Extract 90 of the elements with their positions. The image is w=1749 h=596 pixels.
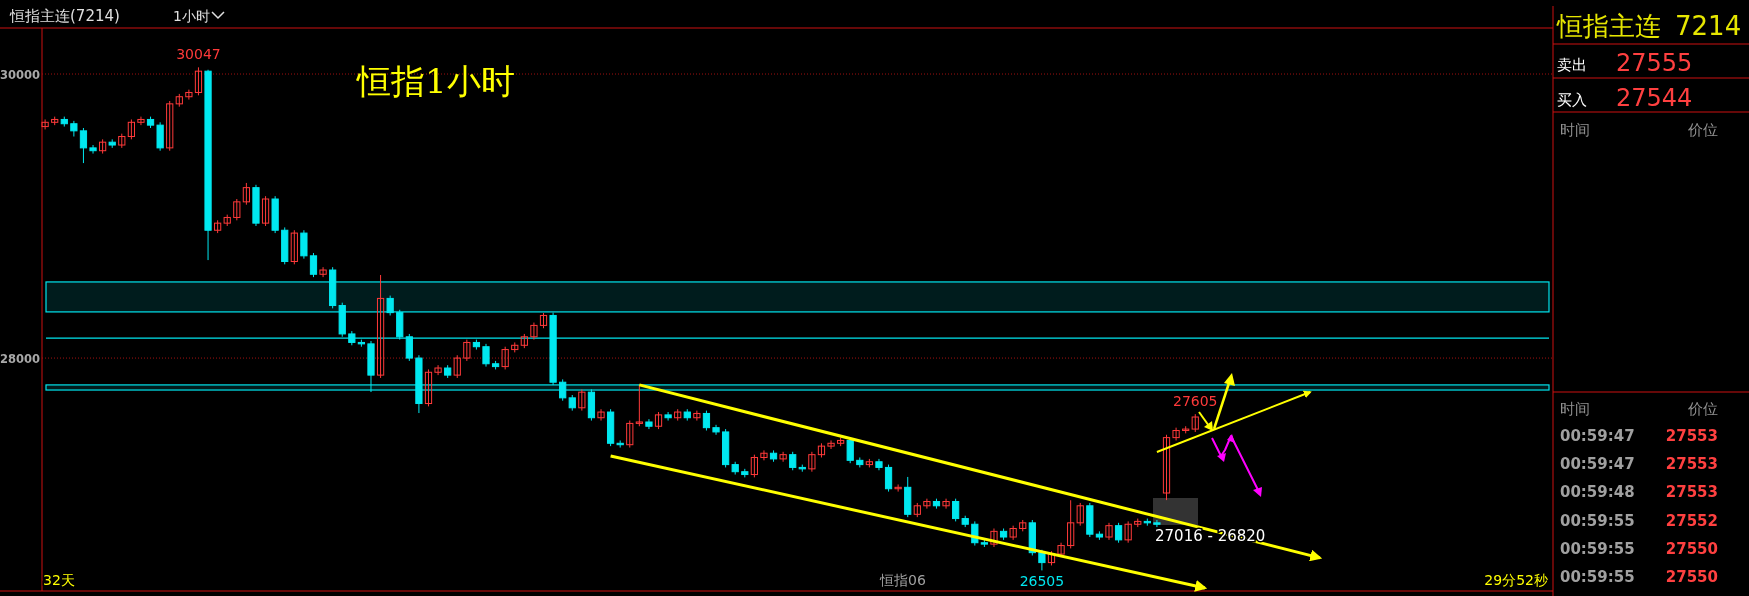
text: 恒指主连 [1557, 11, 1661, 41]
annotation: 26505 [1019, 573, 1065, 590]
text: 价位 [1687, 121, 1718, 139]
candlestick [376, 274, 385, 379]
annotation: 30047 [176, 46, 221, 63]
candlestick [41, 118, 49, 130]
y-tick-label: 28000 [0, 352, 40, 367]
candlestick [990, 528, 998, 548]
annotation: 27605 [1172, 393, 1218, 410]
candlestick [290, 229, 298, 265]
candlestick [1162, 434, 1171, 501]
candlestick [1057, 542, 1065, 558]
candlestick [386, 295, 394, 316]
candlestick [530, 322, 538, 341]
candlestick [309, 252, 318, 278]
candlestick [424, 368, 433, 407]
text: 27544 [1616, 84, 1693, 112]
candlestick [1076, 502, 1084, 527]
candlestick [894, 483, 902, 493]
candlestick [923, 498, 931, 510]
text: 恒指1小时 [356, 61, 515, 101]
candlestick [300, 229, 308, 260]
chart-subtitle: 恒指主连(7214) [9, 7, 120, 25]
text: 27552 [1665, 512, 1718, 530]
candlestick [463, 339, 471, 362]
candlestick [1172, 427, 1180, 441]
y-tick-label: 30000 [0, 68, 40, 83]
candlestick [827, 439, 835, 450]
text: 00:59:48 [1560, 483, 1635, 501]
candlestick [750, 454, 758, 478]
candlestick [635, 384, 643, 427]
text: 27553 [1665, 427, 1718, 445]
candlestick [453, 354, 461, 379]
text: 00:59:55 [1560, 540, 1635, 558]
candlestick [559, 378, 567, 402]
candlestick [194, 66, 203, 96]
candlestick [261, 195, 270, 227]
candlestick [597, 408, 605, 422]
text: 27550 [1665, 540, 1718, 558]
candlestick [99, 138, 107, 155]
text: 卖出 [1557, 56, 1587, 74]
text: 买入 [1557, 91, 1587, 109]
candlestick [127, 118, 135, 140]
text: 00:59:47 [1560, 455, 1635, 473]
text: 时间 [1560, 121, 1590, 139]
text: 00:59:55 [1560, 512, 1635, 530]
candlestick [79, 127, 88, 164]
candlestick [1124, 520, 1132, 544]
candlestick [942, 498, 950, 510]
candlestick [1105, 522, 1113, 541]
candlestick [242, 182, 250, 206]
candlestick [952, 498, 960, 522]
candlestick [779, 451, 787, 463]
candlestick [884, 464, 893, 493]
text: 00:59:55 [1560, 568, 1635, 586]
candlestick [702, 410, 711, 432]
candlestick [70, 120, 78, 138]
candlestick [89, 144, 97, 155]
candlestick [808, 451, 816, 473]
candlestick [319, 266, 327, 278]
candlestick [789, 451, 797, 471]
annotation: 恒指06 [879, 572, 926, 588]
text: 27555 [1616, 49, 1693, 77]
text: 27550 [1665, 568, 1718, 586]
candlestick [578, 388, 586, 412]
annotation: 29分52秒 [1484, 572, 1548, 588]
candlestick [760, 449, 768, 461]
candlestick [1067, 499, 1075, 549]
candlestick [482, 343, 490, 368]
candlestick [156, 121, 164, 152]
candlestick [626, 420, 634, 449]
text: 1小时 [173, 8, 210, 24]
candlestick [1114, 522, 1123, 544]
candlestick [434, 364, 442, 376]
candlestick [1153, 519, 1161, 528]
annotation: 32天 [43, 572, 75, 588]
candlestick [166, 100, 174, 152]
candlestick [137, 116, 145, 126]
text: 27553 [1665, 455, 1718, 473]
candlestick [501, 346, 509, 370]
text: 27553 [1665, 483, 1718, 501]
candlestick [233, 198, 241, 221]
candlestick [664, 411, 672, 422]
text: 00:59:47 [1560, 427, 1635, 445]
text: 7214 [1675, 11, 1742, 41]
candlestick [693, 410, 701, 422]
text: 时间 [1560, 400, 1590, 418]
text: 价位 [1687, 400, 1718, 418]
candlestick [846, 437, 854, 464]
candlestick [185, 89, 193, 101]
